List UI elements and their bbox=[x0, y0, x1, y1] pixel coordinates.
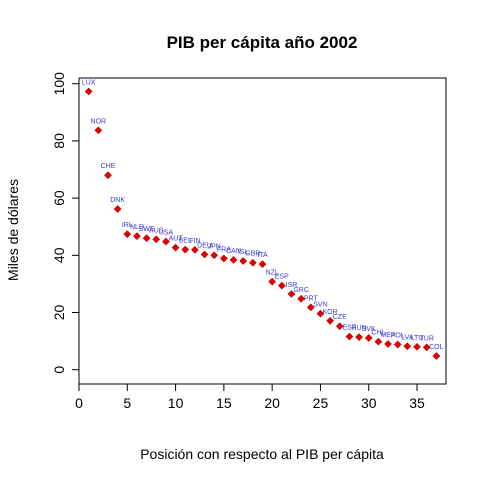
x-tick-label: 0 bbox=[75, 395, 83, 411]
point-label-lva: LVA bbox=[401, 334, 414, 341]
data-point-kor bbox=[326, 316, 335, 325]
point-label-nld: NLD bbox=[130, 224, 144, 231]
point-label-bel: BEL bbox=[179, 238, 192, 245]
data-point-grc bbox=[297, 294, 306, 303]
x-tick-label: 5 bbox=[123, 395, 131, 411]
point-label-aus: AUS bbox=[149, 227, 164, 234]
data-point-nzl bbox=[268, 277, 277, 286]
data-point-chl bbox=[374, 337, 383, 346]
point-label-fra: FRA bbox=[217, 246, 231, 253]
x-tick-label: 25 bbox=[313, 395, 329, 411]
point-label-lux: LUX bbox=[82, 79, 96, 86]
data-point-ltu bbox=[413, 342, 421, 351]
data-point-bel bbox=[181, 245, 190, 254]
data-point-fra bbox=[219, 254, 228, 263]
point-label-jpn: JPN bbox=[208, 243, 221, 250]
data-point-can bbox=[229, 255, 238, 264]
chart-title: PIB per cápita año 2002 bbox=[167, 33, 358, 52]
y-tick-label: 80 bbox=[51, 133, 67, 149]
point-label-chl: CHL bbox=[371, 330, 385, 337]
point-label-prt: PRT bbox=[304, 295, 319, 302]
data-point-pol bbox=[393, 340, 402, 349]
point-label-kor: KOR bbox=[323, 309, 338, 316]
data-point-mex bbox=[384, 340, 393, 348]
data-point-ita bbox=[258, 260, 267, 269]
point-label-col: COL bbox=[429, 344, 444, 351]
x-tick-label: 10 bbox=[168, 395, 184, 411]
data-point-lux bbox=[84, 87, 93, 96]
x-axis-label: Posición con respecto al PIB per cápita bbox=[140, 446, 384, 462]
data-point-aut bbox=[171, 243, 180, 252]
point-label-svn: SVN bbox=[313, 302, 327, 309]
data-point-che bbox=[104, 171, 112, 180]
point-label-pol: POL bbox=[391, 333, 405, 340]
point-label-cze: CZE bbox=[333, 314, 347, 321]
data-point-jpn bbox=[210, 251, 219, 260]
data-point-gbr bbox=[248, 258, 257, 267]
point-label-dnk: DNK bbox=[110, 197, 125, 204]
point-label-hun: HUN bbox=[351, 325, 366, 332]
point-label-esp: ESP bbox=[275, 274, 289, 281]
point-label-est: EST bbox=[343, 325, 357, 332]
point-label-grc: GRC bbox=[293, 287, 309, 294]
data-point-deu bbox=[200, 250, 209, 259]
data-point-swe bbox=[142, 234, 151, 243]
point-label-isl: ISL bbox=[238, 249, 249, 256]
data-point-prt bbox=[306, 303, 315, 312]
point-label-usa: USA bbox=[159, 230, 174, 237]
point-label-isr: ISR bbox=[286, 282, 298, 289]
point-label-swe: SWE bbox=[139, 226, 155, 233]
data-points bbox=[84, 87, 441, 360]
y-tick-label: 20 bbox=[51, 305, 67, 321]
x-tick-label: 20 bbox=[264, 395, 280, 411]
point-label-svk: SVK bbox=[362, 326, 376, 333]
data-point-isr bbox=[287, 289, 296, 298]
data-point-isl bbox=[239, 257, 248, 265]
point-label-fin: FIN bbox=[189, 238, 200, 245]
data-point-labels: LUX NOR CHE DNK IRLNLDSWEAUSUSAAUTBELFINDEUJ… bbox=[82, 79, 444, 351]
data-point-dnk bbox=[113, 205, 122, 213]
x-tick-label: 30 bbox=[361, 395, 377, 411]
point-label-can: CAN bbox=[226, 248, 241, 255]
point-label-nor: NOR bbox=[91, 118, 107, 125]
point-label-mex: MEX bbox=[380, 332, 396, 339]
y-tick-label: 100 bbox=[51, 72, 67, 96]
point-label-irl: IRL bbox=[122, 222, 133, 229]
point-label-ltu: LTU bbox=[411, 335, 424, 342]
point-label-che: CHE bbox=[101, 163, 116, 170]
data-point-est bbox=[345, 332, 354, 341]
y-tick-label: 60 bbox=[51, 190, 67, 206]
y-tick-label: 40 bbox=[51, 247, 67, 263]
point-label-gbr: GBR bbox=[245, 251, 260, 258]
x-tick-label: 35 bbox=[409, 395, 425, 411]
data-point-esp bbox=[277, 281, 286, 290]
data-point-fin bbox=[190, 245, 199, 254]
data-point-lva bbox=[403, 342, 412, 351]
y-tick-label: 0 bbox=[51, 366, 67, 374]
point-label-nzl: NZL bbox=[266, 270, 279, 277]
point-label-ita: ITA bbox=[257, 252, 268, 259]
x-axis: 0 5 10 15 20 25 30 35 bbox=[75, 383, 425, 411]
data-point-irl bbox=[123, 230, 132, 239]
point-label-aut: AUT bbox=[169, 236, 184, 243]
data-point-nor bbox=[94, 126, 103, 135]
x-tick-label: 15 bbox=[216, 395, 232, 411]
y-axis-label: Miles de dólares bbox=[5, 179, 21, 281]
data-point-cze bbox=[335, 322, 344, 331]
data-point-hun bbox=[355, 333, 364, 342]
data-point-nld bbox=[132, 232, 141, 241]
point-label-tur: TUR bbox=[419, 335, 433, 342]
data-point-svn bbox=[316, 309, 325, 318]
data-point-tur bbox=[422, 343, 431, 352]
data-point-usa bbox=[161, 237, 170, 246]
data-point-col bbox=[432, 352, 441, 360]
y-axis: 0 20 40 60 80 100 bbox=[51, 72, 80, 374]
point-label-deu: DEU bbox=[197, 242, 212, 249]
data-point-svk bbox=[364, 334, 373, 342]
data-point-aus bbox=[152, 235, 161, 244]
